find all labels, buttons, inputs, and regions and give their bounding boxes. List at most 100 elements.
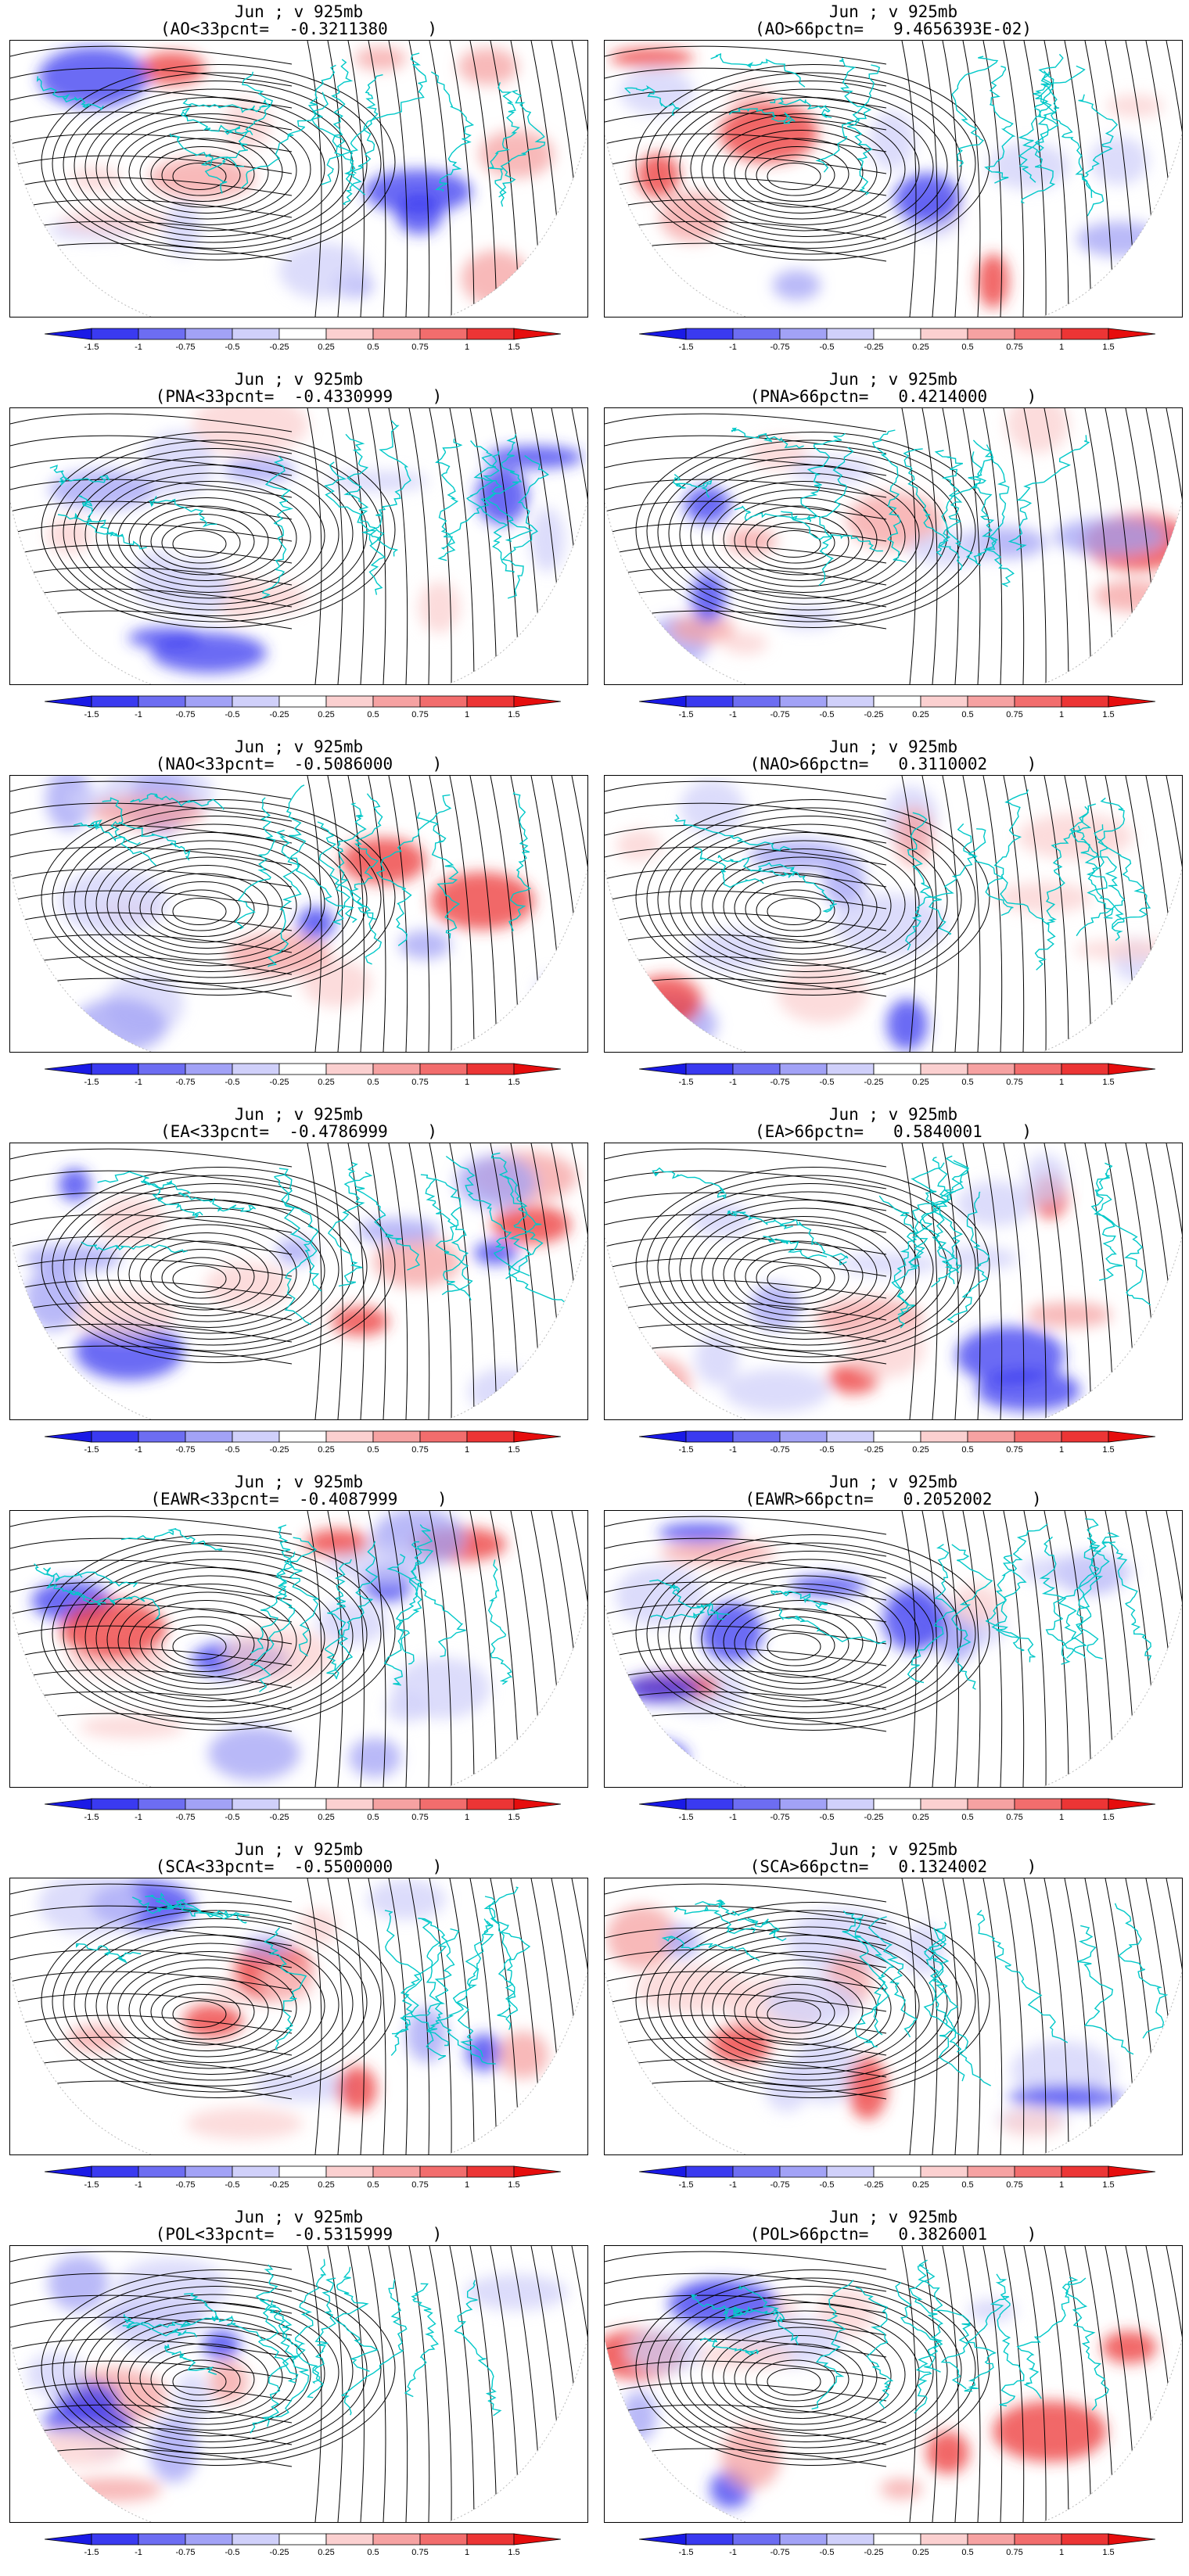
colorbar (45, 1798, 561, 1810)
streamline (668, 456, 948, 611)
colorbar-swatch (45, 328, 92, 340)
coastline (466, 450, 515, 573)
map-frame (604, 40, 1183, 318)
coastline (1021, 70, 1056, 204)
anomaly-blob (38, 1878, 140, 1936)
colorbar-swatch (419, 1430, 468, 1443)
colorbar-tick-label: -1.5 (84, 2548, 99, 2557)
streamline (1166, 408, 1182, 684)
streamline (449, 1511, 475, 1787)
streamline (84, 97, 339, 237)
colorbar-swatch (185, 1430, 233, 1443)
map-hemisphere (10, 1511, 587, 1787)
streamline (84, 1567, 339, 1707)
coastline (34, 1563, 106, 1606)
colorbar-swatch (185, 1798, 233, 1810)
anomaly-blob (696, 2342, 795, 2370)
colorbar-swatch (325, 2533, 374, 2546)
colorbar-swatch (45, 1063, 92, 1075)
panel-title: Jun ; v 925mb (234, 737, 364, 756)
coastline (957, 823, 1056, 970)
streamline (745, 2352, 850, 2407)
colorbar-tick-label: 0.5 (961, 1078, 974, 1087)
streamline (10, 868, 293, 888)
map-boundary (10, 1236, 587, 1419)
colorbar-swatch (639, 2165, 687, 2178)
anomaly-blob (75, 1322, 184, 1380)
anomaly-blob (455, 1155, 537, 1210)
streamline (1125, 1511, 1160, 1787)
coastline (81, 1241, 189, 1254)
streamline (10, 1516, 293, 1535)
colorbar (639, 1430, 1155, 1443)
colorbar-tick-label: 0.75 (411, 1813, 429, 1822)
colorbar-tick-label: -0.5 (225, 343, 240, 352)
streamline (605, 588, 887, 608)
colorbar-tick-label: 0.75 (411, 2548, 429, 2557)
streamline (408, 408, 430, 684)
coastline (74, 820, 141, 845)
streamline (106, 1584, 311, 1695)
colorbar-tick-label: 0.5 (961, 2548, 974, 2557)
colorbar-swatch (873, 2533, 921, 2546)
streamline (921, 1143, 938, 1419)
colorbar-labels: -1.5 -1 -0.75 -0.5 -0.25 0.25 0.5 0.75 1 1.5 (45, 343, 561, 353)
streamline (571, 1878, 587, 2154)
map-boundary (605, 1236, 1182, 1419)
coastline (163, 2344, 217, 2376)
colorbar-swatch (920, 1063, 968, 1075)
coastline (440, 440, 503, 550)
colorbar-swatch (1014, 328, 1062, 340)
anomaly-blob (772, 270, 821, 300)
colorbar-swatch (45, 695, 92, 708)
colorbar-tick-label: -0.25 (864, 343, 884, 352)
anomaly-blob (72, 998, 167, 1052)
colorbar-swatch (1108, 2533, 1155, 2546)
streamline (605, 221, 887, 240)
streamline (605, 1236, 887, 1255)
streamline (942, 2246, 959, 2522)
colorbar-labels: -1.5 -1 -0.75 -0.5 -0.25 0.25 0.5 0.75 1 1.5 (639, 1813, 1155, 1824)
coastline (343, 433, 398, 557)
streamline (10, 1669, 293, 1688)
streamline (901, 1143, 917, 1419)
colorbar-tick-label: -0.5 (819, 2548, 835, 2557)
streamline (63, 1918, 368, 2086)
coastline (234, 797, 276, 930)
streamline (605, 544, 887, 564)
colorbar-swatch (45, 2533, 92, 2546)
coastline (941, 439, 994, 566)
streamline (1003, 1143, 1025, 1419)
colorbar-swatch (372, 1063, 421, 1075)
streamline-map (10, 41, 587, 317)
colorbar (639, 1063, 1155, 1075)
colorbar-tick-label: -0.5 (819, 710, 835, 719)
colorbar-swatch (920, 2533, 968, 2546)
colorbar-tick-label: -0.75 (770, 710, 790, 719)
streamline (942, 408, 959, 684)
map-boundary (605, 134, 1182, 317)
map-boundary (10, 1971, 587, 2154)
colorbar-tick-label: 0.75 (411, 343, 429, 352)
coastline (490, 1152, 544, 1279)
streamline (605, 2404, 887, 2424)
coastline (255, 2264, 321, 2384)
streamline (41, 1902, 396, 2098)
streamline (10, 1691, 293, 1710)
streamline (679, 2302, 934, 2442)
streamline (605, 802, 887, 822)
coastlines (49, 420, 550, 599)
map-panel: Jun ; v 925mb (PNA<33pcnt= -0.4330999 ) -1… (9, 371, 588, 738)
streamline (646, 1542, 976, 1725)
colorbar-swatch (466, 2165, 515, 2178)
streamline (347, 1878, 365, 2154)
anomaly-blob (252, 2069, 359, 2102)
streamline (605, 1669, 887, 1688)
streamline (605, 1192, 887, 1211)
coastline (661, 1936, 760, 1962)
streamline (139, 1608, 269, 1678)
panel-subtitle: (PNA<33pcnt= -0.4330999 ) (155, 387, 443, 406)
streamline (10, 2251, 293, 2270)
colorbar-tick-label: 0.75 (1006, 1813, 1023, 1822)
anomaly-blob (723, 632, 768, 655)
